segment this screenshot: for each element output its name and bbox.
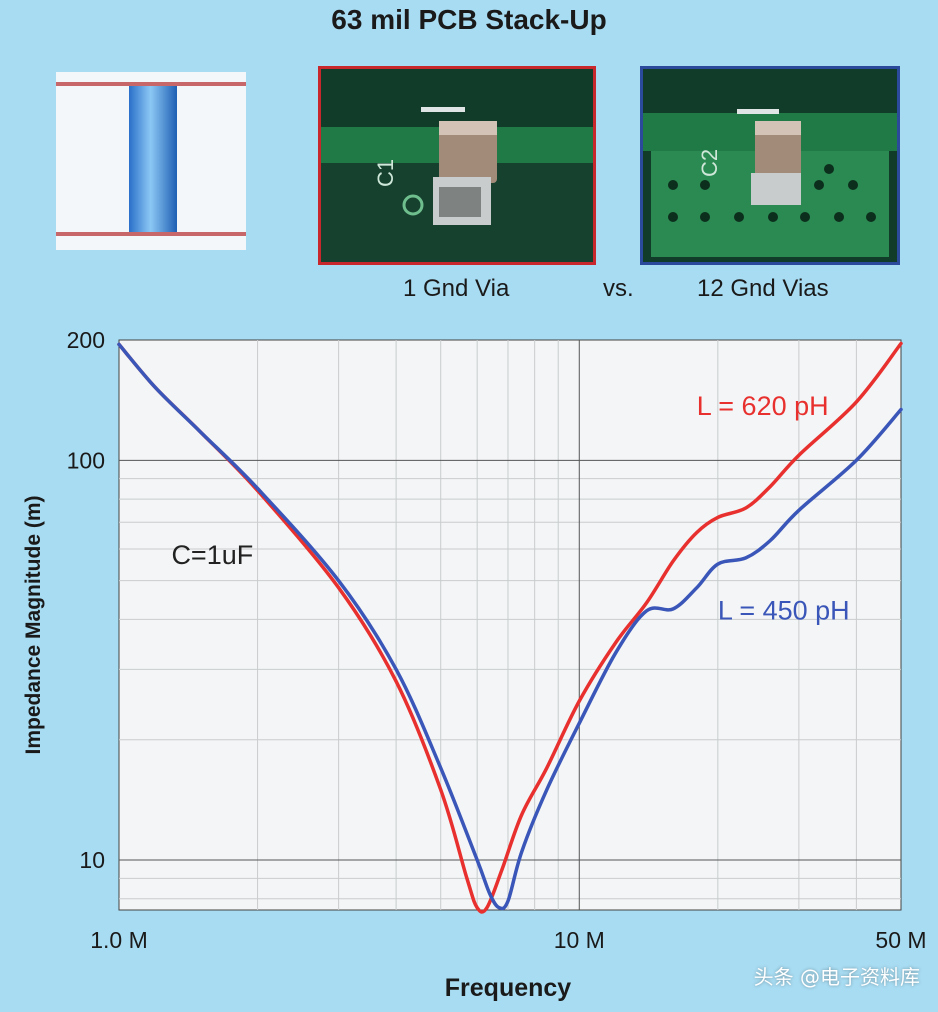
annotation-450ph: L = 450 pH	[718, 595, 850, 625]
photo-twelve-gnd-vias: C2	[640, 66, 900, 265]
page-title: 63 mil PCB Stack-Up	[331, 4, 607, 35]
silk-label-c2: C2	[697, 149, 722, 177]
top-copper-layer	[56, 82, 246, 86]
grid-major	[119, 340, 901, 910]
photo-twelve-gnd-vias-image: C2	[643, 69, 897, 262]
via-barrel	[129, 82, 177, 234]
caption-vs: vs.	[603, 275, 634, 302]
annotation-620ph: L = 620 pH	[697, 391, 829, 421]
y-tick-label: 200	[67, 327, 105, 353]
tick-labels: 1.0 M 10 M 50 M 10 100 200	[67, 327, 927, 953]
curve-620ph	[117, 341, 903, 914]
curve-450ph	[117, 342, 903, 911]
photo-one-gnd-via: C1	[318, 66, 596, 265]
stackup-cross-section	[56, 72, 246, 250]
y-axis-label: Impedance Magnitude (m)	[22, 495, 45, 754]
caption-twelve-gnd-vias: 12 Gnd Vias	[697, 275, 829, 302]
x-tick-label: 50 M	[875, 927, 926, 953]
x-tick-label: 1.0 M	[90, 927, 148, 953]
silk-label-c1: C1	[373, 159, 398, 187]
annotations: L = 620 pH L = 450 pH C=1uF	[171, 391, 849, 626]
y-tick-label: 100	[67, 447, 105, 473]
watermark: 头条 @电子资料库	[753, 965, 920, 989]
grid-minor	[119, 340, 901, 910]
annotation-capacitance: C=1uF	[171, 540, 253, 570]
x-axis-label: Frequency	[445, 974, 572, 1002]
photo-one-gnd-via-image: C1	[321, 69, 593, 262]
plot-area	[118, 339, 902, 911]
y-tick-label: 10	[79, 847, 105, 873]
bottom-copper-layer	[56, 232, 246, 236]
caption-one-gnd-via: 1 Gnd Via	[403, 275, 510, 302]
x-tick-label: 10 M	[554, 927, 605, 953]
curves	[117, 341, 903, 914]
